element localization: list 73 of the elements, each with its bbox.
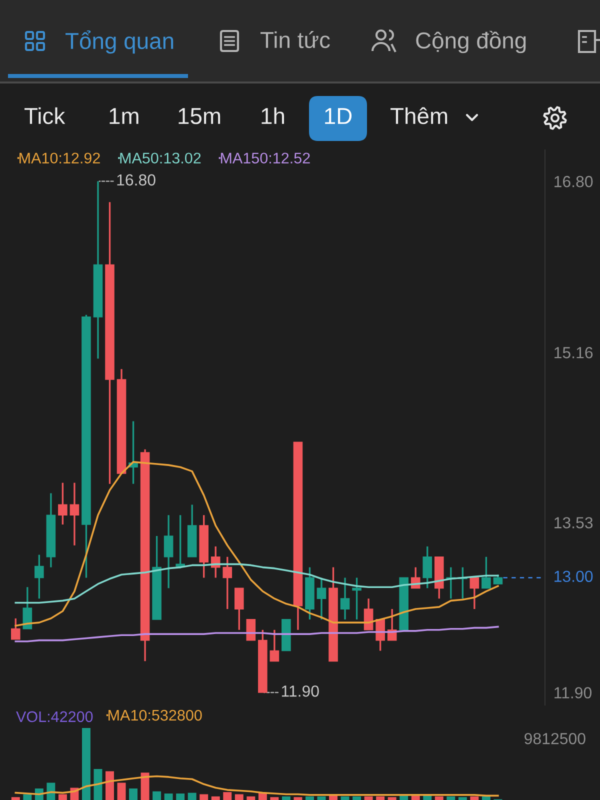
y-tick-label: 15.16: [554, 347, 593, 358]
candlestick: [470, 576, 480, 610]
legend-label: MA50:13.02: [120, 152, 201, 164]
bar: [482, 796, 490, 800]
y-tick-label: 13.53: [554, 517, 593, 528]
bar: [458, 797, 467, 800]
bar: [294, 797, 302, 800]
text: VOL:42200: [16, 711, 93, 722]
candlestick: [482, 556, 491, 589]
candlestick: [70, 482, 80, 546]
candlestick: [364, 598, 374, 631]
bar: [106, 771, 114, 800]
bar: [446, 796, 456, 800]
bar: [152, 791, 162, 800]
bar: [82, 728, 90, 800]
text: 1m: [110, 108, 138, 124]
bar: [234, 794, 244, 800]
bar: [340, 796, 350, 800]
bar: [200, 794, 208, 800]
text: Tin tức: [260, 31, 330, 48]
bar: [58, 794, 67, 800]
y-tick-label: 16.80: [554, 176, 593, 188]
bar: [434, 796, 444, 800]
candlestick: [246, 619, 256, 641]
candlestick: [58, 482, 68, 526]
candlestick: [234, 587, 244, 631]
annotation: 16.80: [117, 174, 156, 186]
candlestick: [316, 576, 326, 620]
text: 9812500: [524, 732, 586, 744]
bar: [117, 782, 126, 800]
candlestick: [164, 514, 174, 589]
bar: [223, 792, 232, 800]
text: Thêm: [390, 107, 448, 124]
bar: [164, 794, 173, 800]
bar: [376, 796, 385, 800]
bar: [282, 796, 290, 800]
y-tick-label: 11.90: [554, 687, 592, 698]
bar: [140, 772, 150, 800]
bar: [352, 796, 362, 800]
bar: [176, 794, 185, 800]
annotation: 11.90: [282, 685, 319, 697]
bar: [211, 796, 220, 800]
candlestick: [222, 556, 232, 610]
candlestick: [176, 514, 185, 570]
bar: [23, 794, 32, 800]
candlestick: [10, 618, 20, 640]
legend-label: MA150:12.52: [220, 152, 310, 164]
bar: [388, 797, 396, 800]
candlestick: [22, 586, 32, 630]
bar: [129, 788, 138, 800]
bar: [470, 796, 479, 800]
bar: [317, 796, 326, 800]
candlestick: [352, 576, 362, 620]
candlestick: [340, 576, 350, 620]
bar: [246, 796, 256, 800]
bar: [305, 796, 314, 800]
legend-label: MA10:12.92: [20, 152, 100, 164]
candlestick: [34, 554, 44, 600]
candlestick: [422, 546, 432, 589]
text: 15m: [178, 108, 220, 124]
text: Tổng quan: [66, 30, 174, 54]
bar: [11, 797, 20, 800]
candlestick: [270, 629, 280, 662]
ref-line-label: 13.00: [554, 570, 593, 582]
bar: [46, 782, 56, 800]
bar: [188, 792, 196, 800]
text: 1h: [262, 107, 284, 124]
text: Tick: [24, 107, 66, 124]
text: 1D: [325, 108, 352, 124]
bar: [270, 797, 279, 800]
bar: [364, 796, 373, 800]
legend-label: MA10:532800: [108, 710, 202, 721]
text: Cộng đồng: [416, 30, 526, 54]
